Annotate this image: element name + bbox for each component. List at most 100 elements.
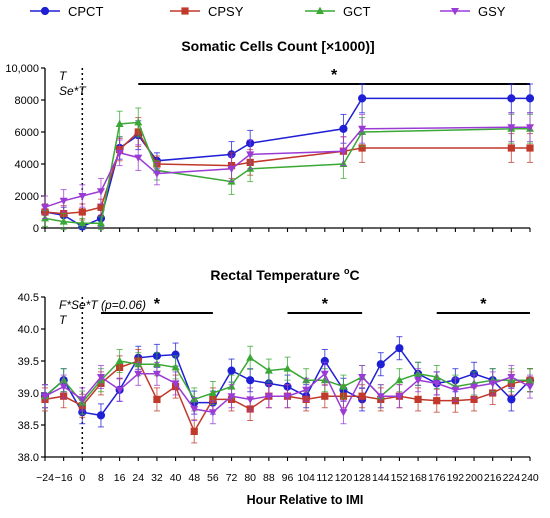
marker-cpct — [339, 124, 348, 133]
x-tick-label: 48 — [188, 472, 200, 484]
legend: CPCT CPSY GCT GSY — [30, 4, 506, 19]
x-tick-label: 104 — [297, 472, 315, 484]
marker-gct — [395, 376, 404, 384]
x-tick-label: 224 — [503, 472, 521, 484]
x-tick-label: 16 — [114, 472, 126, 484]
x-tick-label: 40 — [170, 472, 182, 484]
marker-gct — [339, 382, 348, 390]
marker-cpct — [246, 376, 255, 385]
marker-cpsy — [470, 395, 478, 403]
annotation: Se*T — [59, 84, 87, 98]
marker-cpsy — [190, 427, 198, 435]
x-tick-label: 8 — [98, 472, 104, 484]
marker-gsy — [451, 8, 459, 16]
y-tick-label: 39.0 — [18, 388, 39, 400]
marker-gsy — [414, 377, 423, 385]
x-tick-label: 216 — [484, 472, 502, 484]
marker-cpsy — [153, 395, 161, 403]
marker-cpct — [525, 94, 535, 103]
x-tick-label: 144 — [372, 472, 390, 484]
marker-gct — [96, 219, 105, 227]
legend-item-gsy: GSY — [440, 4, 506, 19]
series-gsy — [41, 361, 534, 425]
marker-gct — [171, 363, 180, 371]
series-gct — [41, 107, 534, 231]
marker-cpsy — [507, 144, 515, 152]
x-tick-label: 96 — [282, 472, 294, 484]
x-tick-label: 88 — [263, 472, 275, 484]
marker-gsy — [451, 386, 460, 394]
y-tick-label: 8000 — [15, 95, 39, 107]
marker-gsy — [283, 393, 292, 401]
marker-gsy — [59, 383, 68, 391]
x-tick-label: 0 — [79, 472, 85, 484]
marker-gsy — [507, 374, 516, 382]
marker-gsy — [115, 149, 124, 157]
marker-cpsy — [433, 397, 441, 405]
marker-cpsy — [78, 208, 86, 216]
marker-gsy — [96, 374, 105, 382]
marker-gsy — [320, 370, 329, 378]
significance-star: * — [154, 296, 161, 313]
title-unit: C — [350, 267, 360, 283]
marker-gct — [115, 119, 124, 127]
legend-label: GCT — [343, 4, 371, 19]
marker-gsy — [432, 380, 441, 388]
chart-title-somatic: Somatic Cells Count [×1000)] — [181, 38, 374, 54]
marker-gsy — [115, 386, 124, 394]
marker-gsy — [208, 409, 217, 417]
marker-cpsy — [97, 203, 105, 211]
x-tick-label: 192 — [447, 472, 465, 484]
marker-gct — [134, 118, 143, 126]
y-tick-label: 40.0 — [18, 324, 39, 336]
marker-gsy — [395, 393, 404, 401]
series-cpct — [40, 336, 535, 428]
annotation: T — [59, 313, 68, 327]
legend-label: CPSY — [208, 4, 244, 19]
x-tick-label: 112 — [316, 472, 333, 484]
x-tick-label: −24 — [36, 472, 54, 484]
marker-cpct — [40, 6, 50, 16]
x-tick-label: −16 — [55, 472, 73, 484]
x-tick-label: 24 — [132, 472, 144, 484]
significance-star: * — [322, 296, 329, 313]
marker-gsy — [470, 383, 479, 391]
x-tick-label: 240 — [521, 472, 539, 484]
marker-cpct — [507, 94, 516, 103]
significance-star: * — [331, 67, 338, 84]
marker-gsy — [152, 170, 161, 178]
annotation: F*Se*T (p=0.06) — [59, 298, 146, 312]
marker-gsy — [339, 409, 348, 417]
marker-gsy — [526, 124, 534, 132]
legend-label: CPCT — [68, 4, 103, 19]
marker-cpct — [227, 366, 236, 375]
marker-gsy — [78, 193, 87, 201]
marker-cpct — [376, 360, 385, 369]
title-degree: o — [344, 266, 350, 276]
marker-gsy — [134, 370, 143, 378]
marker-gsy — [358, 125, 367, 133]
marker-gsy — [96, 188, 105, 196]
significance-star: * — [480, 296, 487, 313]
chart-title-temperature: Rectal Temperature oC — [210, 266, 359, 283]
marker-gsy — [488, 380, 497, 388]
marker-cpct — [96, 411, 106, 420]
marker-gsy — [302, 386, 311, 394]
y-tick-label: 38.5 — [18, 420, 39, 432]
y-tick-label: 38.0 — [18, 452, 39, 464]
x-tick-label: 152 — [391, 472, 409, 484]
x-axis-label: Hour Relative to IMI — [247, 493, 364, 507]
marker-gct — [316, 6, 324, 14]
x-tick-label: 32 — [151, 472, 163, 484]
y-tick-label: 2000 — [15, 191, 39, 203]
marker-gct — [115, 356, 124, 364]
marker-cpsy — [526, 144, 534, 152]
marker-gsy — [339, 148, 348, 156]
marker-gsy — [78, 396, 87, 404]
series-cpct — [40, 83, 535, 231]
marker-cpct — [507, 395, 516, 404]
marker-gsy — [526, 383, 534, 391]
x-tick-label: 168 — [409, 472, 427, 484]
